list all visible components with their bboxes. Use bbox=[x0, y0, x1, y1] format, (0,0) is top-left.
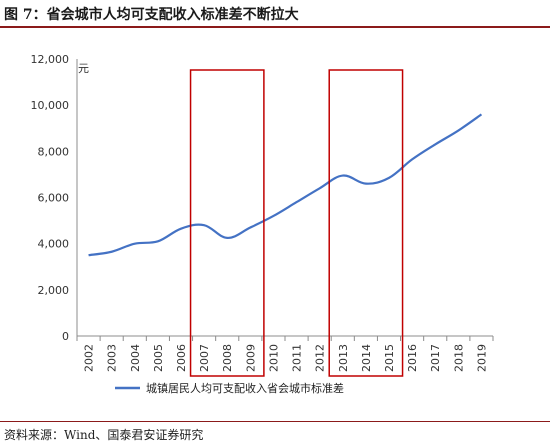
source-rule bbox=[0, 421, 550, 422]
x-axis: 2002 2003 2004 2005 2006 2007 2008 2009 2010 2011… bbox=[76, 335, 494, 372]
x-tick-label: 2013 bbox=[337, 344, 350, 372]
x-tick-label: 2010 bbox=[267, 344, 280, 372]
legend-label: 城镇居民人均可支配收入省会城市标准差 bbox=[146, 381, 344, 395]
y-tick-label: 4,000 bbox=[38, 238, 70, 251]
series-line bbox=[88, 113, 483, 257]
y-tick-label: 6,000 bbox=[38, 192, 70, 205]
x-tick-label: 2017 bbox=[429, 344, 442, 372]
x-tick-label: 2003 bbox=[106, 344, 119, 372]
x-tick-label: 2019 bbox=[475, 344, 488, 372]
highlight-box bbox=[189, 69, 265, 377]
x-tick-label: 2016 bbox=[406, 344, 419, 372]
chart-title: 图 7：省会城市人均可支配收入标准差不断拉大 bbox=[4, 7, 299, 23]
x-tick-label: 2008 bbox=[221, 344, 234, 372]
x-tick-label: 2012 bbox=[314, 344, 327, 372]
legend: 城镇居民人均可支配收入省会城市标准差 bbox=[115, 381, 344, 395]
y-tick-label: 2,000 bbox=[38, 284, 70, 297]
highlight-box bbox=[328, 69, 404, 377]
x-tick-label: 2004 bbox=[129, 344, 142, 372]
x-tick-label: 2018 bbox=[452, 344, 465, 372]
y-axis-unit: 元 bbox=[78, 62, 89, 75]
x-tick-label: 2005 bbox=[152, 344, 165, 372]
x-tick-label: 2011 bbox=[291, 344, 304, 372]
title-rule bbox=[0, 26, 550, 28]
y-tick-label: 10,000 bbox=[31, 99, 70, 112]
x-tick-label: 2014 bbox=[360, 344, 373, 372]
source-note: 资料来源：Wind、国泰君安证券研究 bbox=[4, 428, 204, 442]
y-tick-label: 12,000 bbox=[31, 53, 70, 66]
y-tick-label: 0 bbox=[62, 330, 69, 343]
y-tick-label: 8,000 bbox=[38, 145, 70, 158]
x-tick-label: 2009 bbox=[244, 344, 257, 372]
y-axis: 0 2,000 4,000 6,000 8,000 10,000 12,000 bbox=[31, 53, 78, 343]
series-layer bbox=[88, 113, 483, 257]
x-tick-label: 2015 bbox=[383, 344, 396, 372]
x-tick-label: 2002 bbox=[83, 344, 96, 372]
x-tick-label: 2007 bbox=[198, 344, 211, 372]
highlight-layer bbox=[189, 69, 404, 377]
x-tick-label: 2006 bbox=[175, 344, 188, 372]
